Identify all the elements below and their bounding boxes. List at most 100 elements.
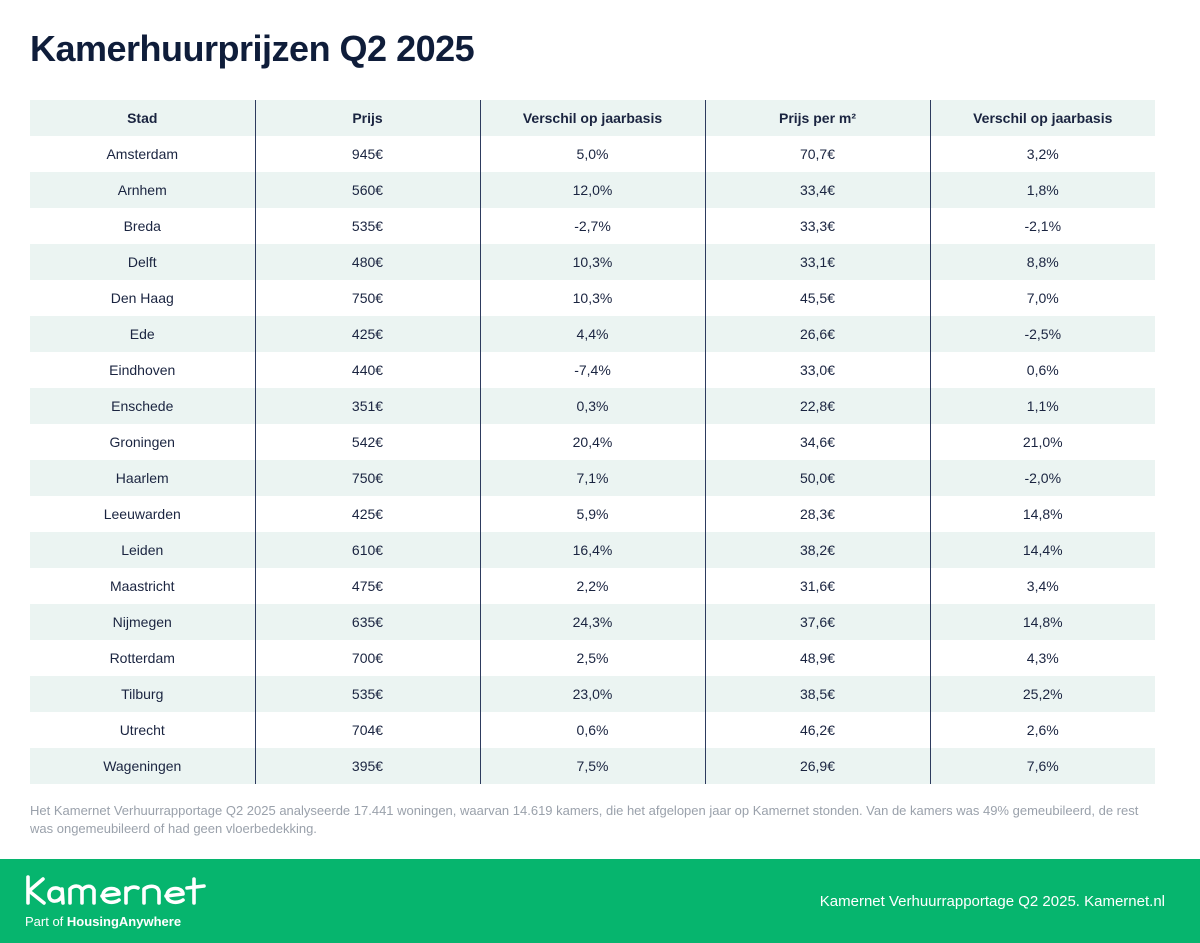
cell-verschil-m2: 25,2% bbox=[929, 676, 1155, 712]
cell-prijs-per-m2: 31,6€ bbox=[704, 568, 930, 604]
cell-stad: Nijmegen bbox=[112, 614, 172, 630]
column-header-prijs-per-m2: Prijs per m² bbox=[704, 100, 930, 136]
cell-prijs-per-m2: 50,0€ bbox=[704, 460, 930, 496]
cell-prijs-per-m2: 70,7€ bbox=[704, 136, 930, 172]
table-row: Maastricht 475€ 2,2% 31,6€ 3,4% bbox=[30, 568, 1155, 604]
cell-prijs: 700€ bbox=[254, 640, 480, 676]
cell-stad: Leiden bbox=[121, 542, 164, 558]
cell-verschil-m2: 4,3% bbox=[929, 640, 1155, 676]
tagline-brand: HousingAnywhere bbox=[66, 914, 182, 929]
cell-verschil-prijs: 10,3% bbox=[479, 244, 705, 280]
column-header-stad: Stad bbox=[127, 110, 158, 126]
cell-verschil-m2: 21,0% bbox=[929, 424, 1155, 460]
cell-verschil-m2: 0,6% bbox=[929, 352, 1155, 388]
cell-verschil-prijs: 5,0% bbox=[479, 136, 705, 172]
footer-bar: Part of HousingAnywhere Kamernet Verhuur… bbox=[0, 859, 1200, 943]
table-row: Den Haag 750€ 10,3% 45,5€ 7,0% bbox=[30, 280, 1155, 316]
cell-verschil-prijs: 23,0% bbox=[479, 676, 705, 712]
cell-prijs: 440€ bbox=[254, 352, 480, 388]
cell-verschil-prijs: 24,3% bbox=[479, 604, 705, 640]
logo-tagline: Part of HousingAnywhere bbox=[25, 914, 181, 929]
cell-verschil-prijs: 4,4% bbox=[479, 316, 705, 352]
cell-prijs-per-m2: 26,9€ bbox=[704, 748, 930, 784]
table-row: Leiden 610€ 16,4% 38,2€ 14,4% bbox=[30, 532, 1155, 568]
cell-stad: Enschede bbox=[111, 398, 174, 414]
column-header-verschil-m2: Verschil op jaarbasis bbox=[929, 100, 1155, 136]
cell-prijs-per-m2: 22,8€ bbox=[704, 388, 930, 424]
table-row: Tilburg 535€ 23,0% 38,5€ 25,2% bbox=[30, 676, 1155, 712]
tagline-prefix: Part of bbox=[25, 914, 67, 929]
cell-stad: Arnhem bbox=[117, 182, 167, 198]
table-row: Ede 425€ 4,4% 26,6€ -2,5% bbox=[30, 316, 1155, 352]
cell-stad: Amsterdam bbox=[106, 146, 179, 162]
rent-prices-table: Stad Prijs Verschil op jaarbasis Prijs p… bbox=[30, 100, 1155, 784]
column-header-prijs: Prijs bbox=[254, 100, 480, 136]
table-row: Delft 480€ 10,3% 33,1€ 8,8% bbox=[30, 244, 1155, 280]
cell-prijs: 425€ bbox=[254, 316, 480, 352]
table-row: Nijmegen 635€ 24,3% 37,6€ 14,8% bbox=[30, 604, 1155, 640]
table-row: Rotterdam 700€ 2,5% 48,9€ 4,3% bbox=[30, 640, 1155, 676]
cell-stad: Maastricht bbox=[109, 578, 175, 594]
table-row: Eindhoven 440€ -7,4% 33,0€ 0,6% bbox=[30, 352, 1155, 388]
cell-prijs: 351€ bbox=[254, 388, 480, 424]
cell-verschil-m2: 1,8% bbox=[929, 172, 1155, 208]
cell-verschil-m2: 2,6% bbox=[929, 712, 1155, 748]
cell-verschil-m2: 14,4% bbox=[929, 532, 1155, 568]
cell-verschil-m2: 14,8% bbox=[929, 604, 1155, 640]
cell-verschil-prijs: 16,4% bbox=[479, 532, 705, 568]
cell-verschil-m2: 3,4% bbox=[929, 568, 1155, 604]
table-row: Groningen 542€ 20,4% 34,6€ 21,0% bbox=[30, 424, 1155, 460]
cell-verschil-m2: 1,1% bbox=[929, 388, 1155, 424]
cell-prijs: 750€ bbox=[254, 280, 480, 316]
cell-prijs: 425€ bbox=[254, 496, 480, 532]
cell-prijs: 945€ bbox=[254, 136, 480, 172]
cell-verschil-m2: -2,0% bbox=[929, 460, 1155, 496]
cell-verschil-m2: -2,5% bbox=[929, 316, 1155, 352]
cell-verschil-prijs: 7,1% bbox=[479, 460, 705, 496]
table-body: Amsterdam 945€ 5,0% 70,7€ 3,2% Arnhem 560€ 12,0… bbox=[30, 136, 1155, 784]
cell-stad: Den Haag bbox=[110, 290, 174, 306]
cell-verschil-prijs: 10,3% bbox=[479, 280, 705, 316]
cell-stad: Delft bbox=[127, 254, 157, 270]
cell-stad: Eindhoven bbox=[109, 362, 176, 378]
table-row: Leeuwarden 425€ 5,9% 28,3€ 14,8% bbox=[30, 496, 1155, 532]
cell-verschil-m2: 3,2% bbox=[929, 136, 1155, 172]
table-row: Breda 535€ -2,7% 33,3€ -2,1% bbox=[30, 208, 1155, 244]
cell-verschil-m2: 14,8% bbox=[929, 496, 1155, 532]
footer-credit: Kamernet Verhuurrapportage Q2 2025. Kame… bbox=[819, 893, 1165, 910]
kamernet-logo bbox=[24, 873, 216, 909]
cell-prijs: 475€ bbox=[254, 568, 480, 604]
cell-verschil-prijs: -7,4% bbox=[479, 352, 705, 388]
cell-verschil-prijs: 2,2% bbox=[479, 568, 705, 604]
cell-stad: Leeuwarden bbox=[103, 506, 181, 522]
table-row: Amsterdam 945€ 5,0% 70,7€ 3,2% bbox=[30, 136, 1155, 172]
cell-stad: Breda bbox=[123, 218, 161, 234]
cell-prijs-per-m2: 45,5€ bbox=[704, 280, 930, 316]
footnote: Het Kamernet Verhuurrapportage Q2 2025 a… bbox=[30, 803, 1139, 836]
cell-prijs-per-m2: 38,5€ bbox=[704, 676, 930, 712]
cell-prijs-per-m2: 37,6€ bbox=[704, 604, 930, 640]
cell-verschil-m2: -2,1% bbox=[929, 208, 1155, 244]
table-row: Haarlem 750€ 7,1% 50,0€ -2,0% bbox=[30, 460, 1155, 496]
cell-stad: Tilburg bbox=[121, 686, 164, 702]
cell-prijs: 635€ bbox=[254, 604, 480, 640]
cell-prijs: 535€ bbox=[254, 676, 480, 712]
cell-stad: Rotterdam bbox=[109, 650, 175, 666]
cell-prijs-per-m2: 33,4€ bbox=[704, 172, 930, 208]
cell-verschil-prijs: -2,7% bbox=[479, 208, 705, 244]
column-header-verschil-prijs: Verschil op jaarbasis bbox=[479, 100, 705, 136]
kamernet-logo-wordmark bbox=[26, 875, 206, 905]
cell-prijs-per-m2: 48,9€ bbox=[704, 640, 930, 676]
cell-verschil-m2: 8,8% bbox=[929, 244, 1155, 280]
cell-prijs-per-m2: 34,6€ bbox=[704, 424, 930, 460]
cell-verschil-prijs: 12,0% bbox=[479, 172, 705, 208]
cell-prijs-per-m2: 33,1€ bbox=[704, 244, 930, 280]
cell-stad: Wageningen bbox=[103, 758, 182, 774]
cell-prijs-per-m2: 33,3€ bbox=[704, 208, 930, 244]
cell-prijs-per-m2: 46,2€ bbox=[704, 712, 930, 748]
cell-prijs: 542€ bbox=[254, 424, 480, 460]
cell-verschil-prijs: 2,5% bbox=[479, 640, 705, 676]
table-row: Arnhem 560€ 12,0% 33,4€ 1,8% bbox=[30, 172, 1155, 208]
table-row: Utrecht 704€ 0,6% 46,2€ 2,6% bbox=[30, 712, 1155, 748]
table-row: Enschede 351€ 0,3% 22,8€ 1,1% bbox=[30, 388, 1155, 424]
